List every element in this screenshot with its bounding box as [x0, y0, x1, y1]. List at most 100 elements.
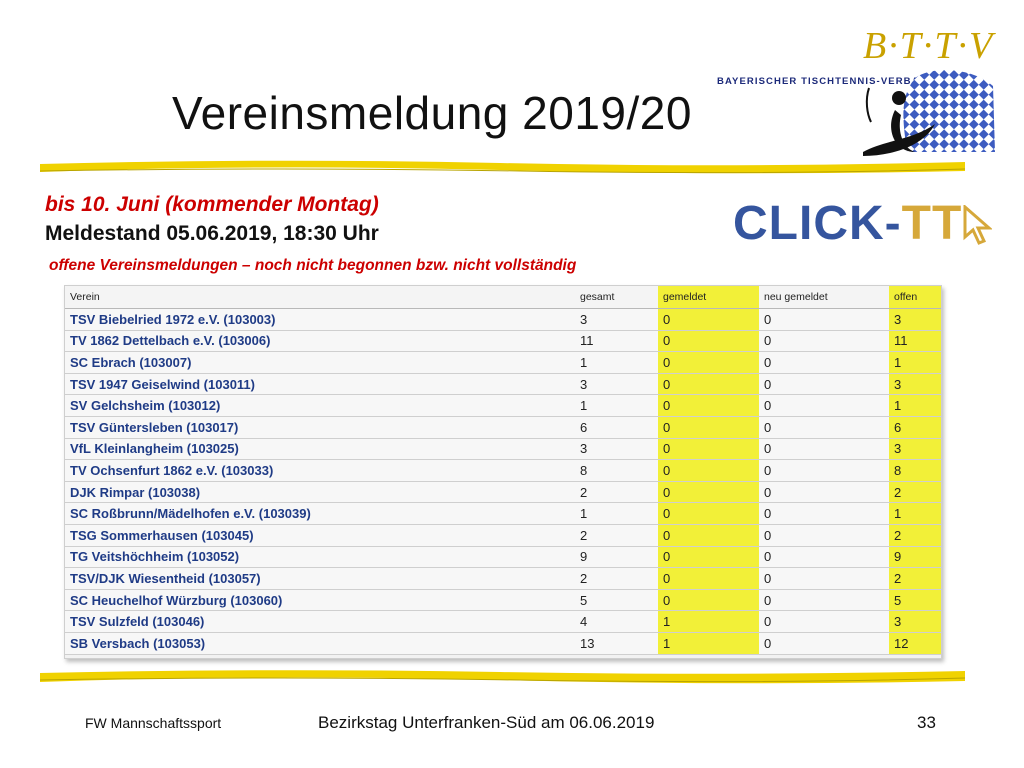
status-text: Meldestand 05.06.2019, 18:30 Uhr	[45, 222, 379, 245]
cell-offen: 11	[889, 330, 941, 353]
btv-paddle-graphic-icon	[863, 70, 995, 156]
clicktt-logo-part1: CLICK-	[733, 197, 902, 250]
cell-offen: 2	[889, 567, 941, 590]
clicktt-logo: CLICK-TT	[733, 196, 962, 251]
table-row: SC Heuchelhof Würzburg (103060) 5 0 0 5	[65, 589, 941, 612]
cell-verein[interactable]: VfL Kleinlangheim (103025)	[65, 438, 575, 461]
column-header-verein[interactable]: Verein	[65, 286, 575, 309]
decorative-brush-stroke-top	[40, 160, 965, 174]
table-row: TG Veitshöchheim (103052) 9 0 0 9	[65, 546, 941, 569]
cell-gesamt: 1	[575, 502, 658, 525]
cell-verein[interactable]: SC Ebrach (103007)	[65, 351, 575, 374]
cell-verein[interactable]: TV Ochsenfurt 1862 e.V. (103033)	[65, 459, 575, 482]
table-row: TSV Sulzfeld (103046) 4 1 0 3	[65, 610, 941, 633]
cell-neu-gemeldet: 0	[759, 308, 889, 331]
table-row: DJK Rimpar (103038) 2 0 0 2	[65, 481, 941, 504]
cell-verein[interactable]: TSV Sulzfeld (103046)	[65, 610, 575, 633]
table-row: VfL Kleinlangheim (103025) 3 0 0 3	[65, 438, 941, 461]
cell-gemeldet: 0	[658, 438, 759, 461]
table-row: SV Gelchsheim (103012) 1 0 0 1	[65, 394, 941, 417]
cell-offen: 3	[889, 438, 941, 461]
cell-gesamt: 9	[575, 546, 658, 569]
cell-gesamt: 3	[575, 438, 658, 461]
cell-neu-gemeldet: 0	[759, 502, 889, 525]
cell-neu-gemeldet: 0	[759, 351, 889, 374]
cell-offen: 2	[889, 524, 941, 547]
cell-neu-gemeldet: 0	[759, 373, 889, 396]
cell-verein[interactable]: TG Veitshöchheim (103052)	[65, 546, 575, 569]
column-header-offen[interactable]: offen	[889, 286, 941, 309]
column-header-gemeldet[interactable]: gemeldet	[658, 286, 759, 309]
cell-gesamt: 1	[575, 394, 658, 417]
cell-verein[interactable]: TSV 1947 Geiselwind (103011)	[65, 373, 575, 396]
table-row: TSV 1947 Geiselwind (103011) 3 0 0 3	[65, 373, 941, 396]
cell-neu-gemeldet: 0	[759, 524, 889, 547]
cell-neu-gemeldet: 0	[759, 481, 889, 504]
cell-gemeldet: 0	[658, 330, 759, 353]
cell-gemeldet: 0	[658, 416, 759, 439]
cell-gesamt: 13	[575, 632, 658, 655]
cell-verein[interactable]: SV Gelchsheim (103012)	[65, 394, 575, 417]
cell-offen: 1	[889, 502, 941, 525]
cell-gesamt: 4	[575, 610, 658, 633]
cell-gemeldet: 0	[658, 351, 759, 374]
deadline-text: bis 10. Juni (kommender Montag)	[45, 193, 379, 216]
cell-offen: 2	[889, 481, 941, 504]
cell-gemeldet: 0	[658, 481, 759, 504]
cell-offen: 3	[889, 308, 941, 331]
column-header-gesamt[interactable]: gesamt	[575, 286, 658, 309]
cell-gemeldet: 0	[658, 394, 759, 417]
cell-gemeldet: 0	[658, 524, 759, 547]
cell-verein[interactable]: DJK Rimpar (103038)	[65, 481, 575, 504]
cell-offen: 8	[889, 459, 941, 482]
page-number: 33	[917, 713, 936, 732]
cell-neu-gemeldet: 0	[759, 567, 889, 590]
cell-offen: 1	[889, 394, 941, 417]
cell-offen: 1	[889, 351, 941, 374]
cell-gemeldet: 0	[658, 373, 759, 396]
cell-gesamt: 1	[575, 351, 658, 374]
cell-verein[interactable]: SB Versbach (103053)	[65, 632, 575, 655]
cell-gemeldet: 0	[658, 589, 759, 612]
cell-gemeldet: 0	[658, 546, 759, 569]
table-row: TSV Güntersleben (103017) 6 0 0 6	[65, 416, 941, 439]
note-text: offene Vereinsmeldungen – noch nicht beg…	[49, 257, 577, 274]
cell-gesamt: 3	[575, 308, 658, 331]
table: Verein gesamt gemeldet neu gemeldet offe…	[65, 286, 941, 655]
cell-gemeldet: 1	[658, 632, 759, 655]
table-row: TSV Biebelried 1972 e.V. (103003) 3 0 0 …	[65, 308, 941, 331]
btv-org-name: BAYERISCHER TISCHTENNIS-VERBAND E.V.	[717, 76, 961, 87]
cell-gemeldet: 1	[658, 610, 759, 633]
cell-verein[interactable]: TSV Güntersleben (103017)	[65, 416, 575, 439]
table-row: SB Versbach (103053) 13 1 0 12	[65, 632, 941, 655]
table-row: TSV/DJK Wiesentheid (103057) 2 0 0 2	[65, 567, 941, 590]
decorative-brush-stroke-bottom	[40, 670, 965, 684]
cell-neu-gemeldet: 0	[759, 610, 889, 633]
cell-gesamt: 2	[575, 567, 658, 590]
footer-center-text: Bezirkstag Unterfranken-Süd am 06.06.201…	[318, 713, 655, 732]
cell-gemeldet: 0	[658, 502, 759, 525]
cell-verein[interactable]: TSV/DJK Wiesentheid (103057)	[65, 567, 575, 590]
cell-gemeldet: 0	[658, 459, 759, 482]
cell-neu-gemeldet: 0	[759, 632, 889, 655]
cell-verein[interactable]: SC Roßbrunn/Mädelhofen e.V. (103039)	[65, 502, 575, 525]
column-header-neu-gemeldet[interactable]: neu gemeldet	[759, 286, 889, 309]
cell-neu-gemeldet: 0	[759, 330, 889, 353]
cell-offen: 6	[889, 416, 941, 439]
slide-title: Vereinsmeldung 2019/20	[172, 87, 692, 139]
cell-gesamt: 6	[575, 416, 658, 439]
cursor-icon	[963, 205, 992, 245]
cell-gesamt: 3	[575, 373, 658, 396]
cell-verein[interactable]: TSV Biebelried 1972 e.V. (103003)	[65, 308, 575, 331]
cell-offen: 12	[889, 632, 941, 655]
cell-gesamt: 5	[575, 589, 658, 612]
table-row: TV Ochsenfurt 1862 e.V. (103033) 8 0 0 8	[65, 459, 941, 482]
footer-left-text: FW Mannschaftssport	[85, 715, 222, 731]
table-row: SC Ebrach (103007) 1 0 0 1	[65, 351, 941, 374]
cell-verein[interactable]: TSG Sommerhausen (103045)	[65, 524, 575, 547]
cell-gesamt: 11	[575, 330, 658, 353]
cell-verein[interactable]: SC Heuchelhof Würzburg (103060)	[65, 589, 575, 612]
cell-offen: 3	[889, 610, 941, 633]
cell-verein[interactable]: TV 1862 Dettelbach e.V. (103006)	[65, 330, 575, 353]
cell-gesamt: 2	[575, 524, 658, 547]
